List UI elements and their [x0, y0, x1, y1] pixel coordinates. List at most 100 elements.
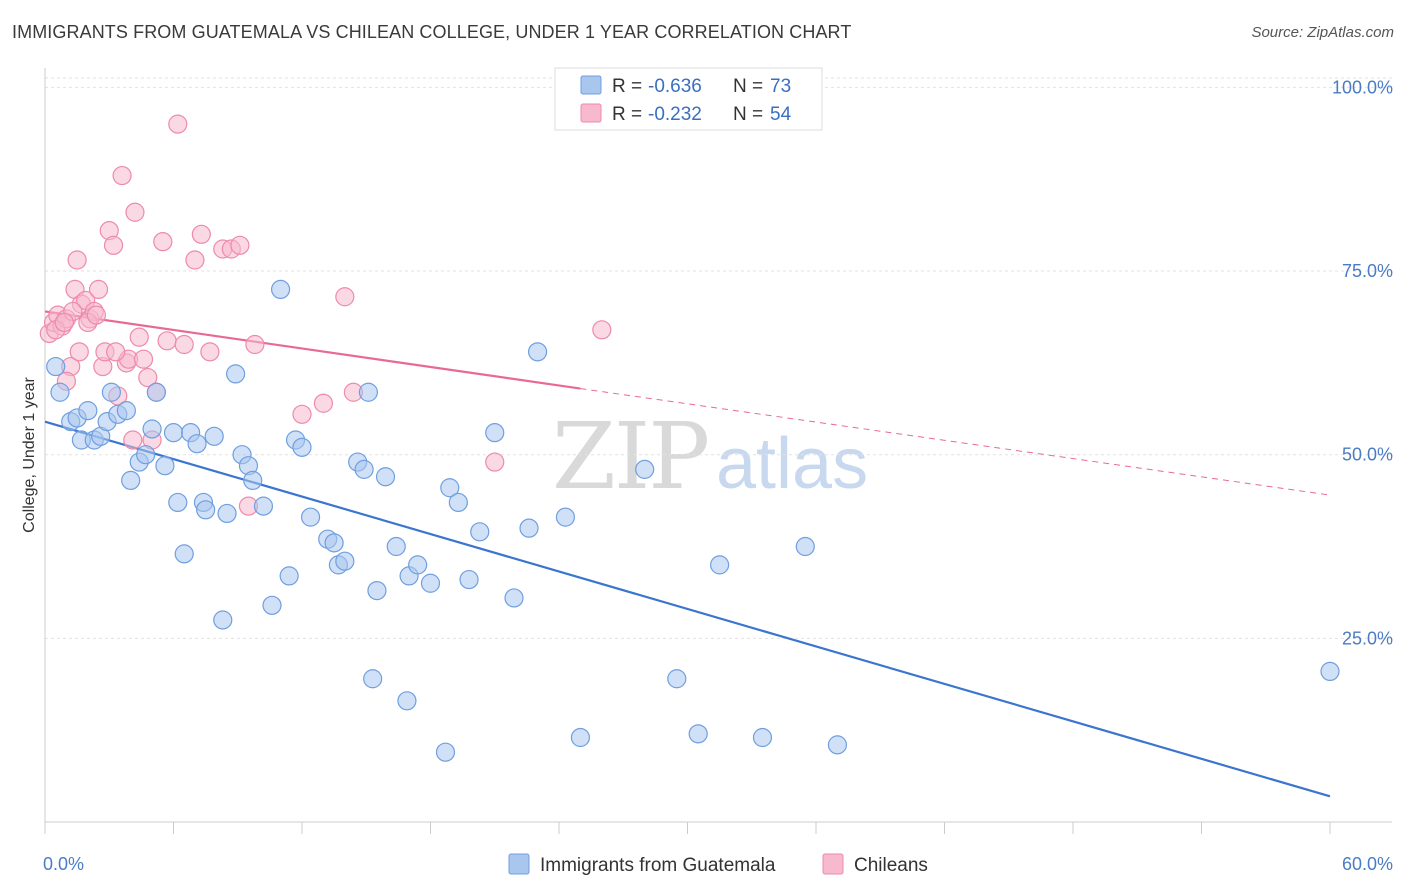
chileans-point-16	[103, 235, 124, 255]
chileans-point-28	[157, 331, 177, 351]
guatemala-point-15	[142, 419, 162, 439]
chileans-trend-extension	[580, 388, 1331, 496]
y-axis-title: College, Under 1 year	[21, 377, 38, 533]
bottom-legend-swatch-guatemala	[508, 853, 530, 875]
guatemala-point-52	[408, 555, 428, 575]
guatemala-point-11	[116, 401, 136, 421]
guatemala-point-58	[470, 522, 490, 542]
guatemala-point-42	[335, 551, 355, 571]
guatemala-point-47	[367, 580, 387, 601]
guatemala-point-46	[363, 669, 383, 689]
guatemala-point-24	[196, 500, 216, 520]
chileans-point-31	[185, 250, 205, 270]
y-tick-label-2: 75.0%	[1342, 261, 1393, 281]
guatemala-point-68	[710, 555, 730, 575]
x-tick-label-1: 60.0%	[1342, 854, 1393, 874]
chileans-trend-line	[44, 310, 581, 390]
guatemala-point-72	[1320, 661, 1340, 682]
legend-r-label-2: R =	[612, 104, 642, 125]
guatemala-point-64	[570, 727, 591, 748]
guatemala-point-54	[435, 742, 456, 762]
y-tick-label-3: 100.0%	[1332, 77, 1393, 97]
gridlines	[45, 77, 1392, 639]
chileans-point-38	[245, 334, 265, 355]
tick-labels: 25.0% 50.0% 75.0% 100.0% 0.0% 60.0%	[43, 77, 1393, 874]
guatemala-point-33	[262, 595, 282, 615]
guatemala-point-35	[279, 566, 299, 586]
guatemala-point-65	[635, 459, 655, 479]
x-tick-label-0: 0.0%	[43, 854, 84, 874]
guatemala-point-61	[519, 518, 539, 538]
guatemala-point-44	[354, 459, 374, 479]
chileans-point-40	[313, 393, 334, 413]
trend-lines	[44, 310, 1331, 798]
legend-swatch-guatemala	[580, 75, 602, 95]
chart-source: Source: ZipAtlas.com	[1251, 24, 1394, 41]
chileans-point-21	[125, 202, 145, 222]
guatemala-point-60	[504, 588, 524, 608]
guatemala-point-34	[270, 279, 291, 300]
chileans-point-27	[153, 232, 173, 252]
guatemala-point-18	[163, 423, 184, 443]
chileans-point-47	[106, 342, 126, 362]
watermark-zip: ZIP	[552, 403, 708, 510]
legend-swatch-chileans	[580, 103, 602, 123]
correlation-legend: R = -0.636 N = 73 R = -0.232 N = 54	[554, 67, 823, 131]
guatemala-point-31	[243, 470, 263, 491]
chileans-point-53	[54, 312, 74, 333]
chileans-point-23	[133, 349, 154, 369]
guatemala-point-38	[300, 507, 321, 527]
guatemala-point-1	[50, 382, 70, 402]
chileans-point-39	[292, 404, 312, 424]
chileans-point-18	[112, 165, 132, 186]
guatemala-point-63	[555, 507, 576, 527]
legend-n-label-2: N =	[733, 104, 763, 125]
legend-n-value-1: 73	[770, 76, 791, 97]
guatemala-point-19	[168, 492, 188, 513]
axes	[44, 68, 1392, 834]
data-points	[39, 114, 1340, 762]
legend-r-value-1: -0.636	[648, 76, 702, 97]
chileans-point-46	[69, 342, 89, 362]
chileans-point-36	[230, 235, 250, 255]
chileans-point-52	[485, 452, 505, 472]
guatemala-point-12	[121, 470, 141, 491]
guatemala-point-67	[688, 724, 708, 744]
guatemala-point-70	[795, 536, 815, 557]
guatemala-point-27	[217, 503, 237, 524]
legend-r-value-2: -0.232	[648, 104, 702, 125]
guatemala-point-56	[448, 492, 468, 513]
guatemala-point-62	[527, 342, 548, 362]
chileans-point-49	[86, 305, 107, 325]
guatemala-point-5	[78, 401, 98, 421]
bottom-legend-label-guatemala: Immigrants from Guatemala	[540, 855, 776, 876]
guatemala-point-69	[752, 727, 773, 748]
guatemala-point-17	[155, 456, 175, 476]
legend-n-label-1: N =	[733, 76, 763, 97]
chart-title: IMMIGRANTS FROM GUATEMALA VS CHILEAN COL…	[12, 22, 852, 42]
chileans-point-7	[67, 250, 87, 270]
y-tick-label-1: 50.0%	[1342, 445, 1393, 465]
chileans-point-51	[592, 320, 612, 340]
guatemala-point-26	[213, 610, 233, 630]
legend-n-value-2: 54	[770, 104, 792, 125]
guatemala-point-53	[420, 573, 441, 593]
guatemala-point-48	[375, 467, 396, 487]
bottom-legend-label-chileans: Chileans	[854, 855, 928, 876]
guatemala-point-22	[187, 434, 207, 454]
chileans-point-29	[168, 114, 188, 134]
chileans-point-33	[200, 342, 220, 362]
chileans-point-32	[191, 224, 211, 244]
guatemala-point-71	[827, 735, 848, 755]
chileans-point-24	[138, 367, 158, 388]
series-legend: Immigrants from Guatemala Chileans	[508, 853, 928, 876]
watermark-atlas: atlas	[716, 424, 868, 504]
chileans-point-22	[129, 327, 149, 347]
guatemala-point-45	[358, 382, 378, 402]
guatemala-point-14	[136, 445, 156, 465]
guatemala-point-32	[253, 496, 274, 516]
guatemala-point-20	[174, 544, 194, 564]
guatemala-point-0	[46, 356, 66, 377]
chileans-point-30	[174, 334, 194, 355]
